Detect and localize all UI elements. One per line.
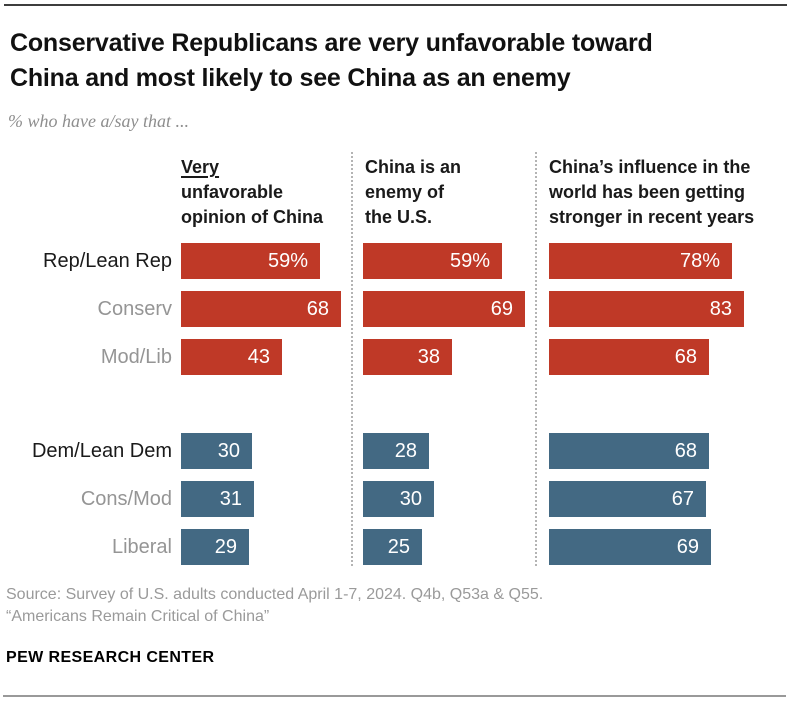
bar-modlib-enemy: 38	[363, 339, 452, 375]
chart-subtitle: % who have a/say that ...	[8, 111, 189, 131]
page-title-line-1: Conservative Republicans are very unfavo…	[10, 29, 653, 57]
dotted-column-divider	[351, 152, 353, 566]
chart-row-rep-lean-rep: Rep/Lean Rep 59% 59% 78%	[0, 243, 800, 279]
bar-rep-enemy: 59%	[363, 243, 502, 279]
column-header-influence: China’s influence in the world has been …	[549, 155, 794, 230]
bottom-rule	[3, 695, 786, 697]
bar-dem-unfavorable: 30	[181, 433, 252, 469]
bar-consmod-unfavorable: 31	[181, 481, 254, 517]
bar-value: 59%	[449, 249, 490, 272]
row-label-conserv: Conserv	[97, 298, 172, 320]
bar-value: 28	[394, 439, 417, 462]
bar-liberal-influence: 69	[549, 529, 711, 565]
bar-liberal-enemy: 25	[363, 529, 422, 565]
bar-value: 59%	[267, 249, 308, 272]
bar-value: 29	[214, 535, 237, 558]
bar-value: 30	[217, 439, 240, 462]
bar-conserv-enemy: 69	[363, 291, 525, 327]
column-header-enemy-line-1: China is an	[365, 157, 462, 177]
column-header-unfavorable-line-1: Very	[181, 157, 220, 177]
bar-value: 69	[490, 297, 513, 320]
bar-consmod-enemy: 30	[363, 481, 434, 517]
column-header-enemy-line-2: enemy of	[365, 182, 445, 202]
page-title: Conservative Republicans are very unfavo…	[10, 26, 798, 96]
bar-value: 68	[674, 439, 697, 462]
top-rule	[4, 4, 787, 6]
column-header-enemy-line-3: the U.S.	[365, 207, 433, 227]
bar-modlib-influence: 68	[549, 339, 709, 375]
bar-value: 78%	[679, 249, 720, 272]
column-header-influence-line-3: stronger in recent years	[549, 207, 755, 227]
bar-value: 31	[219, 487, 242, 510]
row-label-rep-lean-rep: Rep/Lean Rep	[43, 250, 172, 272]
bar-conserv-unfavorable: 68	[181, 291, 341, 327]
bar-value: 38	[417, 345, 440, 368]
bar-value: 68	[306, 297, 329, 320]
bar-conserv-influence: 83	[549, 291, 744, 327]
bar-value: 43	[247, 345, 270, 368]
pew-research-center-wordmark: PEW RESEARCH CENTER	[6, 649, 215, 666]
bar-dem-enemy: 28	[363, 433, 429, 469]
bar-value: 83	[709, 297, 732, 320]
chart-row-cons-mod: Cons/Mod 31 30 67	[0, 481, 800, 517]
row-label-cons-mod: Cons/Mod	[80, 488, 172, 510]
bar-rep-unfavorable: 59%	[181, 243, 320, 279]
bar-liberal-unfavorable: 29	[181, 529, 249, 565]
source-note: Source: Survey of U.S. adults conducted …	[6, 584, 786, 628]
bar-value: 25	[387, 535, 410, 558]
source-note-line-2: “Americans Remain Critical of China”	[6, 608, 270, 625]
bar-value: 68	[674, 345, 697, 368]
bar-value: 67	[671, 487, 694, 510]
column-header-enemy: China is an enemy of the U.S.	[365, 155, 530, 230]
chart-row-conserv: Conserv 68 69 83	[0, 291, 800, 327]
column-header-influence-line-1: China’s influence in the	[549, 157, 751, 177]
dotted-column-divider	[535, 152, 537, 566]
column-header-unfavorable-line-3: opinion of China	[181, 207, 323, 227]
bar-dem-influence: 68	[549, 433, 709, 469]
bar-modlib-unfavorable: 43	[181, 339, 282, 375]
row-label-dem-lean-dem: Dem/Lean Dem	[31, 440, 172, 462]
page-title-line-2: China and most likely to see China as an…	[10, 64, 571, 92]
bar-value: 30	[399, 487, 422, 510]
bar-rep-influence: 78%	[549, 243, 732, 279]
bar-value: 69	[676, 535, 699, 558]
source-note-line-1: Source: Survey of U.S. adults conducted …	[6, 586, 544, 603]
row-label-mod-lib: Mod/Lib	[100, 346, 172, 368]
chart-row-mod-lib: Mod/Lib 43 38 68	[0, 339, 800, 375]
bar-consmod-influence: 67	[549, 481, 706, 517]
column-header-unfavorable-line-2: unfavorable	[181, 182, 284, 202]
column-header-unfavorable: Very unfavorable opinion of China	[181, 155, 356, 230]
chart-row-liberal: Liberal 29 25 69	[0, 529, 800, 565]
chart-row-dem-lean-dem: Dem/Lean Dem 30 28 68	[0, 433, 800, 469]
column-header-influence-line-2: world has been getting	[549, 182, 746, 202]
row-label-liberal: Liberal	[111, 536, 172, 558]
